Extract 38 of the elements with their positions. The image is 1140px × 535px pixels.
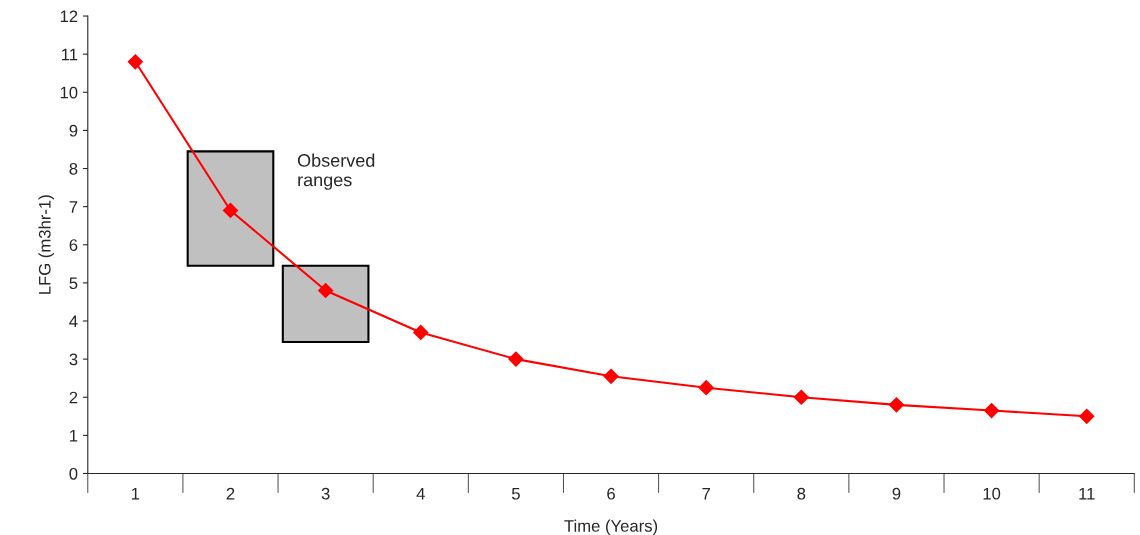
x-tick-label: 2 [226,487,235,500]
x-tick-label: 7 [702,487,710,500]
x-tick-label: 11 [1079,487,1095,500]
point [222,202,239,219]
x-tick-label: 8 [797,487,806,500]
x-tick-label: 6 [607,487,615,500]
y-tick-label: 1 [70,429,78,442]
x-tick-label: 9 [892,487,901,500]
y-tick-label: 5 [69,277,78,290]
point [1079,408,1095,424]
point [413,324,429,341]
y-tick-label: 9 [69,124,78,137]
point [127,54,143,70]
y-tick-label: 12 [60,10,78,23]
y-tick-label: 3 [69,353,78,366]
point [984,403,1000,419]
annotation: Observed ranges [297,153,375,190]
y-axis-title: LFG (m3hr-1) [38,195,54,294]
y-tick-label: 7 [69,201,78,213]
y-tick-label: 2 [69,391,78,404]
point [888,397,905,413]
x-tick-label: 5 [511,487,520,500]
x-tick-label: 1 [131,487,140,500]
x-tick-label: 4 [416,487,425,500]
x-tick-label: 10 [983,487,1001,500]
point [508,351,524,367]
x-axis-title: Time (Years) [564,519,658,535]
x-tick-label: 3 [321,487,330,500]
point [603,368,619,384]
y-tick-label: 0 [69,467,78,480]
y-tick-label: 8 [69,162,78,175]
point [793,389,809,405]
y-tick-label: 10 [60,86,78,99]
y-tick-label: 4 [69,315,78,328]
point [318,282,334,299]
point [698,380,714,396]
y-tick-label: 6 [69,239,78,251]
y-tick-label: 11 [62,48,78,61]
